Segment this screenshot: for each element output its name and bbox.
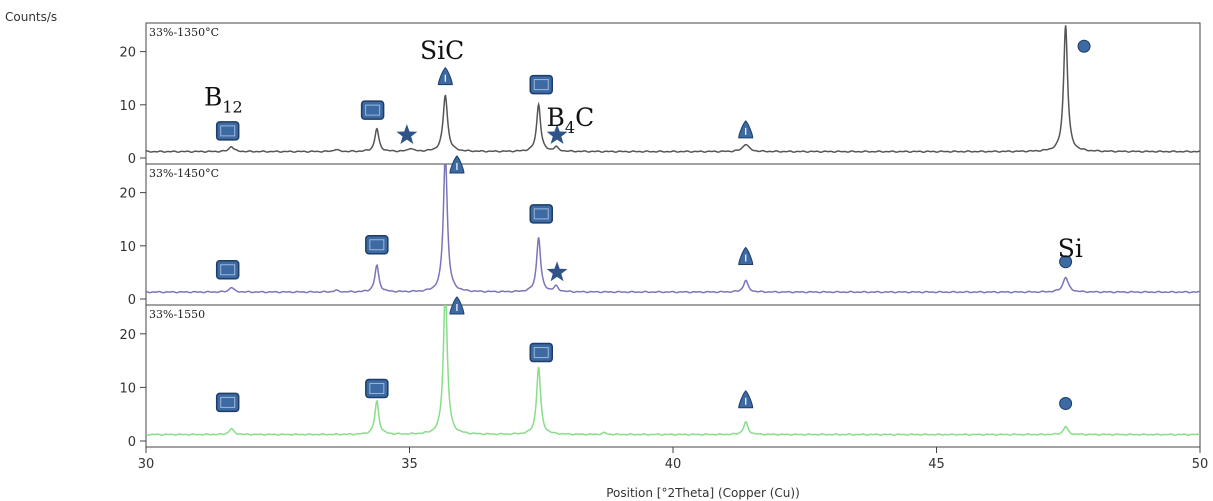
marker-b12-square <box>365 378 389 399</box>
annotation-b12: B12 <box>204 82 243 116</box>
annotation-sic: SiC <box>420 36 464 65</box>
series-line-1450 <box>146 164 1200 294</box>
marker-si-circle <box>1077 39 1091 53</box>
marker-b12-square <box>529 74 553 95</box>
marker-b12-square-inner <box>369 239 385 251</box>
y-tick-label: 0 <box>128 293 136 308</box>
annotation-si: Si <box>1058 234 1083 263</box>
y-tick-label: 10 <box>119 381 136 396</box>
marker-b12-square-inner <box>533 347 549 359</box>
marker-b12-square <box>529 342 553 363</box>
marker-b12-square <box>215 259 240 280</box>
marker-b12-square-inner <box>533 208 549 220</box>
marker-b12-square <box>529 204 553 224</box>
marker-si-circle <box>1059 396 1073 410</box>
series-line-1350 <box>146 25 1200 153</box>
y-tick-label: 20 <box>119 328 136 343</box>
y-tick-label: 20 <box>119 46 136 61</box>
y-tick-label: 10 <box>119 99 136 114</box>
marker-b12-square-inner <box>220 264 236 276</box>
x-tick-label: 30 <box>138 457 155 472</box>
y-tick-label: 0 <box>128 152 136 167</box>
x-axis-title: Position [°2Theta] (Copper (Cu)) <box>606 486 800 500</box>
marker-b12-square <box>215 121 240 141</box>
marker-b4c-star <box>546 261 568 282</box>
y-tick-label: 10 <box>119 240 136 255</box>
marker-b12-square-inner <box>365 104 381 116</box>
panel-label-2: 33%-1550 <box>149 308 205 321</box>
marker-b4c-star <box>396 124 418 145</box>
x-tick-label: 50 <box>1192 457 1209 472</box>
x-tick-label: 35 <box>401 457 418 472</box>
marker-b12-square <box>360 100 385 120</box>
marker-b12-square-inner <box>533 79 549 91</box>
panel-frame-0 <box>145 22 1201 165</box>
y-tick-label: 20 <box>119 187 136 202</box>
panel-frame-2 <box>145 304 1201 448</box>
panel-label-0: 33%-1350°C <box>149 26 219 39</box>
x-tick-label: 45 <box>928 457 945 472</box>
y-axis-title: Counts/s <box>5 10 57 24</box>
marker-b12-square <box>215 392 240 413</box>
panel-label-1: 33%-1450°C <box>149 167 219 180</box>
marker-b4c-star <box>546 124 568 145</box>
marker-b12-square-inner <box>369 382 385 394</box>
panel-frame-1 <box>145 163 1201 306</box>
marker-si-circle <box>1059 255 1073 269</box>
y-tick-label: 0 <box>128 435 136 450</box>
marker-b12-square-inner <box>220 125 236 137</box>
marker-b12-square-inner <box>220 396 236 408</box>
series-line-1550 <box>146 305 1200 436</box>
x-tick-label: 40 <box>665 457 682 472</box>
annotation-b4c: B4C <box>547 103 595 137</box>
plot-area: 0 10 20 33%-1350°C 0 10 20 33%-1450°C 0 10 20 33%-1… <box>119 22 1209 472</box>
marker-b12-square <box>365 234 389 255</box>
